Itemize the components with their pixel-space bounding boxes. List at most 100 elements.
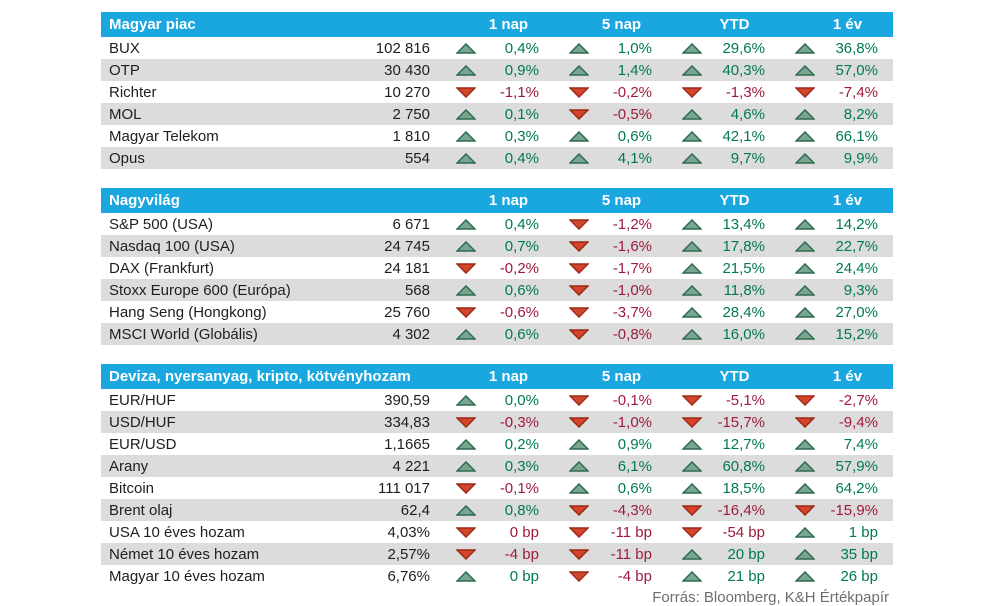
- change-cell-1nap: -0,6%: [441, 304, 554, 321]
- down-triangle-icon: [682, 394, 702, 406]
- change-value: 0,4%: [504, 39, 539, 57]
- change-cell-1nap: 0,1%: [441, 106, 554, 123]
- change-value: 35 bp: [840, 545, 878, 563]
- change-cell-ytd: 9,7%: [667, 150, 780, 167]
- change-cell-ytd: 11,8%: [667, 282, 780, 299]
- up-triangle-icon: [456, 394, 476, 406]
- change-cell-1ev: 9,3%: [780, 282, 893, 299]
- down-triangle-icon: [569, 570, 589, 582]
- change-cell-1nap: 0,4%: [441, 40, 554, 57]
- table-row: MOL 2 750 0,1% -0,5% 4,6% 8,2%: [101, 103, 893, 125]
- change-value: 24,4%: [835, 259, 878, 277]
- change-value: 0,3%: [504, 127, 539, 145]
- change-value: 1,0%: [617, 39, 652, 57]
- instrument-value: 10 270: [384, 83, 430, 101]
- instrument-value: 62,4: [400, 501, 430, 519]
- instrument-value: 390,59: [384, 391, 430, 409]
- change-value: -0,2%: [499, 259, 539, 277]
- up-triangle-icon: [569, 460, 589, 472]
- up-triangle-icon: [456, 152, 476, 164]
- instrument-name: Német 10 éves hozam: [109, 545, 260, 563]
- change-cell-1ev: 66,1%: [780, 128, 893, 145]
- up-triangle-icon: [795, 218, 815, 230]
- change-value: 13,4%: [722, 215, 765, 233]
- change-value: 21 bp: [727, 567, 765, 585]
- table-row: Arany 4 221 0,3% 6,1% 60,8% 57,9%: [101, 455, 893, 477]
- change-cell-1nap: -0,3%: [441, 414, 554, 431]
- up-triangle-icon: [569, 482, 589, 494]
- up-triangle-icon: [682, 240, 702, 252]
- column-header-1nap: 1 nap: [488, 368, 529, 385]
- change-value: -0,1%: [499, 479, 539, 497]
- change-cell-ytd: -1,3%: [667, 84, 780, 101]
- instrument-value: 554: [404, 149, 430, 167]
- change-value: 0,4%: [504, 215, 539, 233]
- change-value: -15,7%: [717, 413, 765, 431]
- change-cell-ytd: -16,4%: [667, 502, 780, 519]
- down-triangle-icon: [795, 86, 815, 98]
- change-value: -1,0%: [612, 281, 652, 299]
- change-cell-5nap: 1,0%: [554, 40, 667, 57]
- change-value: -9,4%: [838, 413, 878, 431]
- up-triangle-icon: [456, 130, 476, 142]
- up-triangle-icon: [795, 152, 815, 164]
- change-value: -15,9%: [830, 501, 878, 519]
- up-triangle-icon: [456, 240, 476, 252]
- instrument-name: Hang Seng (Hongkong): [109, 303, 267, 321]
- up-triangle-icon: [682, 548, 702, 560]
- change-value: 0,6%: [617, 479, 652, 497]
- change-cell-5nap: -0,2%: [554, 84, 667, 101]
- change-cell-1ev: 57,0%: [780, 62, 893, 79]
- change-value: 57,0%: [835, 61, 878, 79]
- table-row: Hang Seng (Hongkong) 25 760 -0,6% -3,7% …: [101, 301, 893, 323]
- change-value: -3,7%: [612, 303, 652, 321]
- change-cell-1nap: 0,6%: [441, 282, 554, 299]
- change-cell-ytd: 29,6%: [667, 40, 780, 57]
- change-value: 14,2%: [835, 215, 878, 233]
- change-value: 12,7%: [722, 435, 765, 453]
- instrument-value: 4 221: [392, 457, 430, 475]
- change-cell-1ev: 7,4%: [780, 436, 893, 453]
- up-triangle-icon: [795, 240, 815, 252]
- change-value: 7,4%: [843, 435, 878, 453]
- up-triangle-icon: [795, 262, 815, 274]
- change-cell-5nap: -1,2%: [554, 216, 667, 233]
- instrument-value: 24 745: [384, 237, 430, 255]
- down-triangle-icon: [456, 306, 476, 318]
- up-triangle-icon: [682, 64, 702, 76]
- change-cell-1nap: 0,8%: [441, 502, 554, 519]
- change-value: 57,9%: [835, 457, 878, 475]
- table-row: Német 10 éves hozam 2,57% -4 bp -11 bp 2…: [101, 543, 893, 565]
- change-cell-1ev: 27,0%: [780, 304, 893, 321]
- change-value: 66,1%: [835, 127, 878, 145]
- instrument-name: EUR/USD: [109, 435, 177, 453]
- change-cell-5nap: -4,3%: [554, 502, 667, 519]
- up-triangle-icon: [456, 460, 476, 472]
- change-cell-1nap: 0,6%: [441, 326, 554, 343]
- table-row: EUR/HUF 390,59 0,0% -0,1% -5,1% -2,7%: [101, 389, 893, 411]
- change-cell-1ev: -9,4%: [780, 414, 893, 431]
- table-row: Brent olaj 62,4 0,8% -4,3% -16,4% -15,9%: [101, 499, 893, 521]
- section-header: Deviza, nyersanyag, kripto, kötvényhozam…: [101, 364, 893, 389]
- change-value: 9,3%: [843, 281, 878, 299]
- change-value: -11 bp: [610, 523, 652, 541]
- down-triangle-icon: [569, 328, 589, 340]
- up-triangle-icon: [682, 570, 702, 582]
- table-row: S&P 500 (USA) 6 671 0,4% -1,2% 13,4% 14,…: [101, 213, 893, 235]
- change-cell-1nap: 0 bp: [441, 568, 554, 585]
- table-row: Bitcoin 111 017 -0,1% 0,6% 18,5% 64,2%: [101, 477, 893, 499]
- change-value: -11 bp: [610, 545, 652, 563]
- change-cell-5nap: -11 bp: [554, 524, 667, 541]
- instrument-value: 6,76%: [387, 567, 430, 585]
- change-cell-1ev: -2,7%: [780, 392, 893, 409]
- change-cell-ytd: 12,7%: [667, 436, 780, 453]
- change-value: 0,8%: [504, 501, 539, 519]
- change-cell-1ev: 14,2%: [780, 216, 893, 233]
- change-cell-1nap: 0,7%: [441, 238, 554, 255]
- section-rows: EUR/HUF 390,59 0,0% -0,1% -5,1% -2,7% US…: [101, 389, 893, 587]
- change-cell-1ev: 1 bp: [780, 524, 893, 541]
- instrument-name: Bitcoin: [109, 479, 155, 497]
- instrument-name: Magyar Telekom: [109, 127, 219, 145]
- change-cell-ytd: -54 bp: [667, 524, 780, 541]
- change-cell-5nap: 0,9%: [554, 436, 667, 453]
